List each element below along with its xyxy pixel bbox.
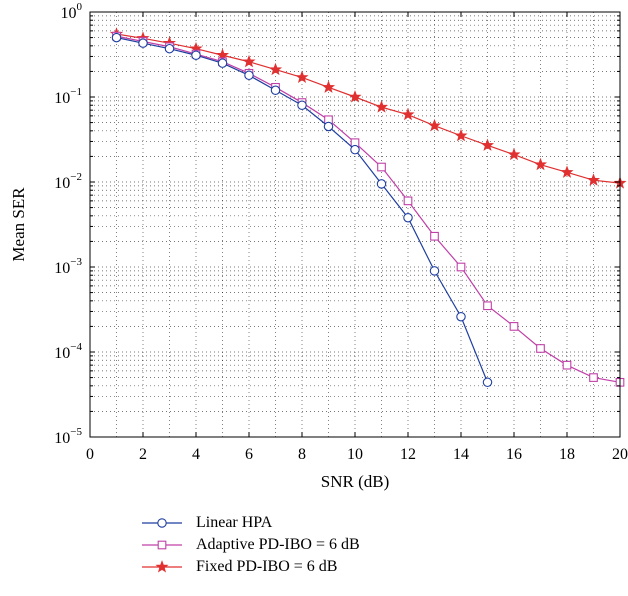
point-circle	[191, 50, 201, 60]
point-square	[403, 196, 413, 206]
x-tick-label: 2	[139, 446, 147, 463]
point-star	[586, 173, 601, 186]
point-star	[454, 128, 468, 142]
point-star	[401, 107, 415, 121]
point-circle	[164, 43, 175, 54]
y-tick-label: 100	[61, 1, 83, 22]
legend-marker-square	[142, 540, 182, 550]
ser-chart: 0 2 4 6 8 10 12 14 16 18 20 100 10−1 10−2 10−3 10−4 10−5…	[9, 1, 628, 491]
legend-label: Adaptive PD-IBO = 6 dB	[196, 536, 360, 553]
point-circle	[350, 144, 360, 155]
point-square	[509, 322, 519, 331]
point-circle	[111, 32, 122, 43]
point-square	[589, 373, 598, 382]
series-line	[116, 37, 489, 383]
y-tick-label: 10−1	[54, 86, 82, 107]
point-square	[430, 231, 439, 241]
y-tick-label: 10−2	[54, 171, 82, 192]
series-square	[112, 31, 625, 387]
point-star	[427, 118, 442, 132]
x-tick-label: 18	[559, 446, 575, 463]
x-tick-label: 8	[298, 446, 306, 463]
point-star	[533, 157, 548, 171]
point-circle	[482, 377, 493, 388]
x-tick-label: 6	[245, 446, 253, 463]
point-star	[268, 62, 283, 76]
x-tick-label: 10	[347, 446, 363, 463]
point-circle	[429, 266, 440, 276]
point-star	[242, 54, 256, 68]
point-square	[536, 344, 545, 353]
point-square	[483, 301, 492, 311]
legend-item-fixed: Fixed PD-IBO = 6 dB	[140, 556, 360, 578]
point-star	[560, 165, 574, 178]
legend: Linear HPA Adaptive PD-IBO = 6 dB Fixed …	[140, 512, 360, 578]
x-tick-label: 20	[612, 446, 628, 463]
point-circle	[138, 38, 148, 48]
point-circle	[297, 100, 307, 110]
legend-marker-star	[142, 560, 182, 573]
series-circle	[111, 32, 493, 388]
series-line	[116, 35, 621, 383]
legend-label: Fixed PD-IBO = 6 dB	[196, 558, 338, 575]
x-tick-label: 0	[86, 446, 94, 463]
legend-item-linear-hpa: Linear HPA	[140, 512, 360, 534]
series-layer	[109, 27, 627, 388]
point-circle	[403, 212, 413, 223]
point-star	[348, 90, 362, 103]
point-star	[155, 560, 169, 573]
grid	[90, 12, 620, 437]
point-star	[321, 80, 336, 93]
point-square	[157, 540, 167, 550]
legend-marker-circle	[142, 518, 182, 528]
x-tick-label: 14	[453, 446, 469, 463]
y-tick-label: 10−3	[54, 256, 82, 277]
point-star	[480, 138, 495, 151]
y-axis-label: Mean SER	[9, 187, 28, 262]
point-circle	[376, 179, 387, 189]
point-star	[295, 70, 309, 83]
legend-label: Linear HPA	[196, 514, 273, 531]
point-circle	[456, 311, 466, 322]
point-circle	[217, 58, 228, 68]
point-star	[507, 147, 521, 161]
point-square	[377, 162, 386, 172]
x-tick-label: 4	[192, 446, 200, 463]
y-tick-label: 10−4	[54, 341, 82, 362]
point-circle	[157, 518, 167, 528]
y-tick-label: 10−5	[54, 426, 82, 447]
x-tick-label: 16	[506, 446, 522, 463]
legend-item-adaptive: Adaptive PD-IBO = 6 dB	[140, 534, 360, 556]
x-axis-label: SNR (dB)	[321, 472, 389, 491]
x-tick-label: 12	[400, 446, 416, 463]
point-circle	[244, 70, 254, 81]
ticks: 0 2 4 6 8 10 12 14 16 18 20 100 10−1 10−2 10−3 10−4 10−5	[54, 1, 628, 463]
point-square	[456, 262, 466, 272]
point-circle	[323, 121, 334, 132]
point-circle	[270, 85, 281, 96]
point-star	[374, 100, 389, 113]
point-square	[562, 360, 572, 370]
